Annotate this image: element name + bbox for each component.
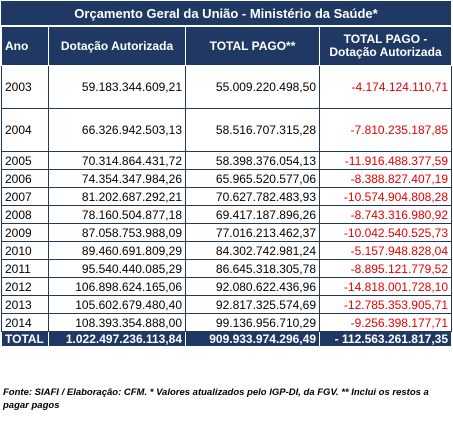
table-row: 2004 66.326.942.503,13 58.516.707.315,28… [1,108,452,152]
table-title: Orçamento Geral da União - Ministério da… [1,1,451,25]
cell-year: 2010 [1,241,49,260]
cell-year: 2008 [1,205,49,224]
table-row: 2014 108.393.354.888,00 99.136.956.710,2… [1,313,452,332]
cell-difference: -9.256.398.177,71 [319,313,452,332]
column-header-paid: TOTAL PAGO** [185,26,320,66]
cell-authorized: 105.602.679.480,40 [48,295,186,314]
cell-difference: -7.810.235.187,85 [319,108,452,152]
cell-authorized: 81.202.687.292,21 [48,187,186,206]
header-row: Ano Dotação Autorizada TOTAL PAGO** TOTA… [1,26,452,66]
cell-authorized: 74.354.347.984,26 [48,169,186,188]
table-row: 2011 95.540.440.085,29 86.645.318.305,78… [1,259,452,278]
cell-authorized: 78.160.504.877,18 [48,205,186,224]
table-row: 2005 70.314.864.431,72 58.398.376.054,13… [1,151,452,170]
cell-paid: 84.302.742.981,24 [185,241,320,260]
cell-paid: 65.965.520.577,06 [185,169,320,188]
cell-difference: -8.895.121.779,52 [319,259,452,278]
cell-year: 2007 [1,187,49,206]
column-header-difference: TOTAL PAGO - Dotação Autorizada [319,26,452,66]
cell-year: 2004 [1,108,49,152]
cell-authorized: 108.393.354.888,00 [48,313,186,332]
cell-difference: -5.157.948.828,04 [319,241,452,260]
table-row: 2012 106.898.624.165,06 92.080.622.436,9… [1,277,452,296]
cell-paid: 77.016.213.462,37 [185,223,320,242]
cell-authorized: 87.058.753.988,09 [48,223,186,242]
cell-difference: -4.174.124.110,71 [319,65,452,109]
cell-authorized: 59.183.344.609,21 [48,65,186,109]
table-row: 2010 89.460.691.809,29 84.302.742.981,24… [1,241,452,260]
column-header-difference-line1: TOTAL PAGO - [343,32,428,46]
cell-difference: -10.574.904.808,28 [319,187,452,206]
cell-paid: 70.627.782.483,93 [185,187,320,206]
cell-paid: 55.009.220.498,50 [185,65,320,109]
cell-paid: 92.817.325.574,69 [185,295,320,314]
cell-difference: -8.388.827.407,19 [319,169,452,188]
table-row: 2006 74.354.347.984,26 65.965.520.577,06… [1,169,452,188]
column-header-year: Ano [1,26,49,66]
cell-paid: 69.417.187.896,26 [185,205,320,224]
cell-authorized: 70.314.864.431,72 [48,151,186,170]
cell-total-paid: 909.933.974.296,49 [185,331,320,347]
cell-authorized: 89.460.691.809,29 [48,241,186,260]
cell-year: 2012 [1,277,49,296]
cell-year: 2003 [1,65,49,109]
source-footnote: Fonte: SIAFI / Elaboração: CFM. * Valore… [3,387,429,411]
cell-total-authorized: 1.022.497.236.113,84 [48,331,186,347]
cell-difference: -14.818.001.728,10 [319,277,452,296]
cell-year: 2013 [1,295,49,314]
cell-paid: 58.398.376.054,13 [185,151,320,170]
cell-year: 2006 [1,169,49,188]
cell-paid: 99.136.956.710,29 [185,313,320,332]
budget-table: Ano Dotação Autorizada TOTAL PAGO** TOTA… [1,26,452,347]
cell-authorized: 106.898.624.165,06 [48,277,186,296]
table-row: 2003 59.183.344.609,21 55.009.220.498,50… [1,65,452,109]
cell-paid: 58.516.707.315,28 [185,108,320,152]
table-row: 2008 78.160.504.877,18 69.417.187.896,26… [1,205,452,224]
cell-paid: 86.645.318.305,78 [185,259,320,278]
table-row: 2007 81.202.687.292,21 70.627.782.483,93… [1,187,452,206]
cell-authorized: 95.540.440.085,29 [48,259,186,278]
cell-total-difference: - 112.563.261.817,35 [319,331,452,347]
cell-authorized: 66.326.942.503,13 [48,108,186,152]
cell-paid: 92.080.622.436,96 [185,277,320,296]
cell-difference: -11.916.488.377,59 [319,151,452,170]
total-row: TOTAL 1.022.497.236.113,84 909.933.974.2… [1,331,452,347]
table-row: 2013 105.602.679.480,40 92.817.325.574,6… [1,295,452,314]
cell-year: 2009 [1,223,49,242]
column-header-authorized: Dotação Autorizada [48,26,186,66]
cell-total-label: TOTAL [1,331,49,347]
cell-difference: -10.042.540.525,73 [319,223,452,242]
cell-difference: -8.743.316.980,92 [319,205,452,224]
table-row: 2009 87.058.753.988,09 77.016.213.462,37… [1,223,452,242]
cell-year: 2014 [1,313,49,332]
cell-year: 2011 [1,259,49,278]
cell-year: 2005 [1,151,49,170]
column-header-difference-line2: Dotação Autorizada [329,45,442,59]
cell-difference: -12.785.353.905,71 [319,295,452,314]
